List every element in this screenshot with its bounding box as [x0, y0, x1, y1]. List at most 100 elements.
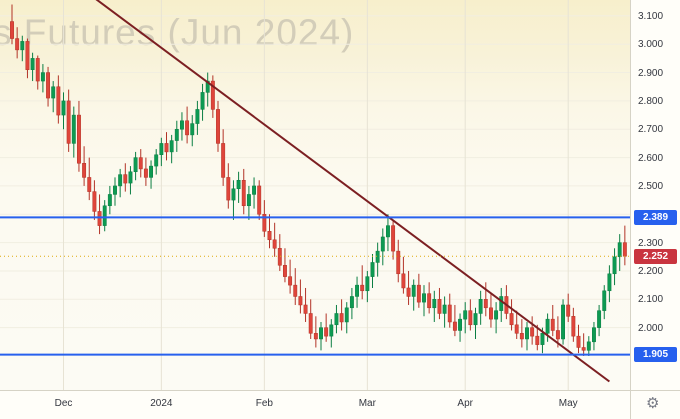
candle: [416, 273, 421, 308]
candle: [308, 299, 313, 339]
chart-area[interactable]: s Futures (Jun 2024): [0, 0, 630, 390]
candle: [422, 285, 426, 317]
candle: [51, 81, 56, 113]
candle: [622, 225, 627, 266]
candle: [355, 276, 360, 308]
candle: [205, 72, 210, 107]
candle: [195, 100, 200, 135]
time-tick-label: Dec: [54, 398, 73, 409]
candle: [530, 316, 535, 345]
time-axis[interactable]: Dec 2024 Feb Mar Apr May: [0, 390, 630, 419]
candle: [221, 129, 226, 186]
candle: [298, 279, 303, 314]
candle: [185, 106, 190, 144]
price-tick-label: 3.100: [638, 10, 664, 22]
candle: [447, 293, 452, 328]
candle: [489, 293, 493, 328]
candle: [46, 66, 50, 107]
candle: [602, 285, 607, 320]
candle: [370, 253, 375, 288]
support-price-label[interactable]: 1.905: [634, 347, 677, 363]
candle: [380, 228, 385, 266]
candlestick-chart[interactable]: [0, 0, 630, 390]
time-tick-label: Mar: [358, 398, 376, 409]
candle: [581, 333, 586, 356]
candle: [483, 282, 488, 317]
candle: [149, 160, 154, 189]
candle: [411, 279, 416, 311]
candle: [20, 35, 25, 62]
candle: [180, 112, 184, 141]
candle: [200, 83, 205, 121]
candle: [283, 248, 287, 283]
candle: [241, 168, 246, 215]
current-price-label: 2.252: [634, 248, 677, 264]
gear-icon[interactable]: ⚙: [646, 395, 660, 412]
price-tick-label: 2.600: [638, 152, 664, 164]
candle: [154, 149, 159, 175]
candle: [607, 265, 612, 303]
candle: [509, 299, 514, 331]
candle: [169, 134, 174, 164]
candle: [458, 313, 463, 342]
price-tick-label: 2.200: [638, 265, 664, 277]
candle: [257, 180, 262, 220]
candle: [61, 92, 66, 130]
candle: [339, 299, 344, 331]
candle: [174, 120, 179, 152]
candle: [35, 55, 40, 90]
time-tick-label: Feb: [255, 398, 273, 409]
candle: [40, 64, 45, 93]
candle: [452, 304, 457, 337]
candle: [592, 321, 596, 351]
candle: [133, 151, 138, 181]
candle: [159, 137, 164, 167]
candle: [71, 106, 76, 158]
candle: [566, 293, 571, 322]
resistance-price-label[interactable]: 2.389: [634, 209, 677, 225]
candle: [190, 115, 195, 147]
time-tick-label: May: [558, 398, 578, 409]
price-tick-label: 2.500: [638, 180, 664, 192]
candle: [586, 336, 591, 356]
candle: [375, 242, 380, 277]
candle: [576, 324, 581, 354]
candle: [473, 307, 478, 339]
candle: [138, 149, 143, 178]
candle: [617, 234, 622, 271]
candle: [478, 290, 483, 325]
candle: [550, 304, 555, 337]
candle: [313, 316, 318, 348]
candle: [386, 214, 390, 252]
price-tick-label: 2.800: [638, 95, 664, 107]
candle: [267, 214, 272, 249]
candle: [288, 259, 293, 294]
candle: [334, 304, 339, 334]
price-axis[interactable]: 3.1003.0002.9002.8002.7002.6002.5002.400…: [630, 0, 680, 390]
candle: [463, 302, 468, 334]
candle: [303, 287, 308, 322]
candle: [92, 180, 97, 220]
axis-corner: ⚙: [630, 390, 680, 419]
candle: [118, 168, 123, 198]
candle: [597, 304, 602, 337]
price-tick-label: 2.100: [638, 294, 664, 306]
candle: [128, 166, 133, 195]
candle: [216, 100, 220, 152]
candle: [442, 296, 447, 328]
candle: [391, 219, 396, 260]
trendline[interactable]: [92, 0, 610, 383]
candle: [25, 38, 30, 79]
candle: [525, 321, 529, 351]
candle: [113, 177, 117, 206]
price-tick-label: 2.900: [638, 67, 664, 79]
candle: [143, 157, 148, 186]
time-tick-label: 2024: [150, 398, 173, 409]
candle: [97, 194, 102, 235]
candle: [432, 290, 437, 322]
candle: [262, 200, 267, 237]
candle: [519, 319, 524, 348]
candle: [468, 299, 473, 331]
candle: [561, 299, 565, 345]
